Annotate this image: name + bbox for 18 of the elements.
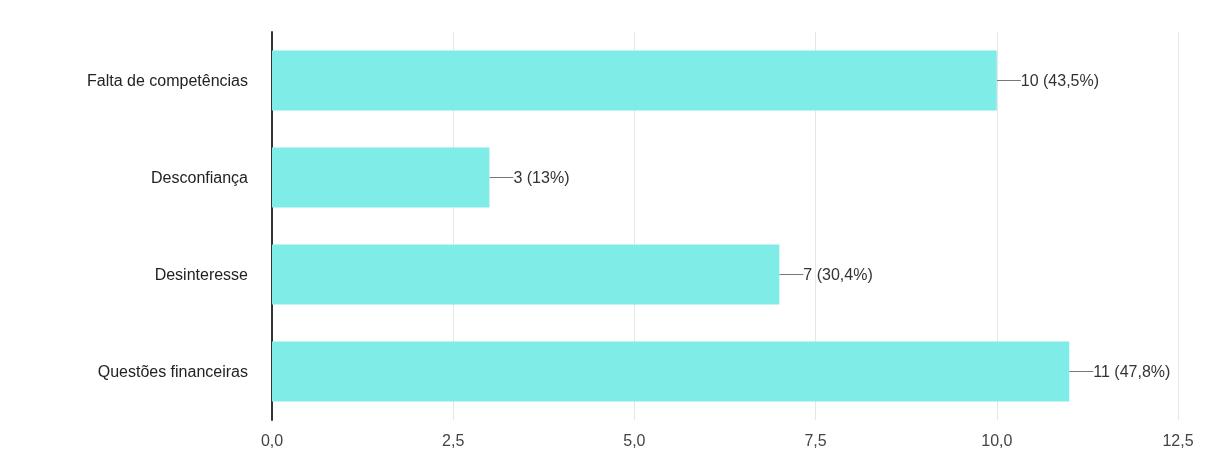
y-tick-label: Desinteresse <box>154 266 249 283</box>
x-tick-label: 5,0 <box>623 431 646 449</box>
bar <box>272 147 490 208</box>
y-tick-label: Falta de competências <box>87 72 248 89</box>
y-tick-label: Desconfiança <box>151 169 249 186</box>
data-label: 3 (13%) <box>513 169 570 186</box>
bar <box>272 244 780 305</box>
x-tick-label: 10,0 <box>981 431 1013 449</box>
x-tick-label: 0,0 <box>260 431 284 449</box>
x-tick-label: 2,5 <box>442 431 465 449</box>
bar <box>272 50 997 111</box>
data-label: 11 (47,8%) <box>1093 363 1171 380</box>
bar <box>272 341 1070 402</box>
y-tick-label: Questões financeiras <box>97 363 248 380</box>
x-tick-label: 12,5 <box>1162 431 1194 449</box>
x-tick-label: 7,5 <box>804 431 827 449</box>
data-label: 10 (43,5%) <box>1020 72 1100 89</box>
data-label: 7 (30,4%) <box>803 266 873 283</box>
